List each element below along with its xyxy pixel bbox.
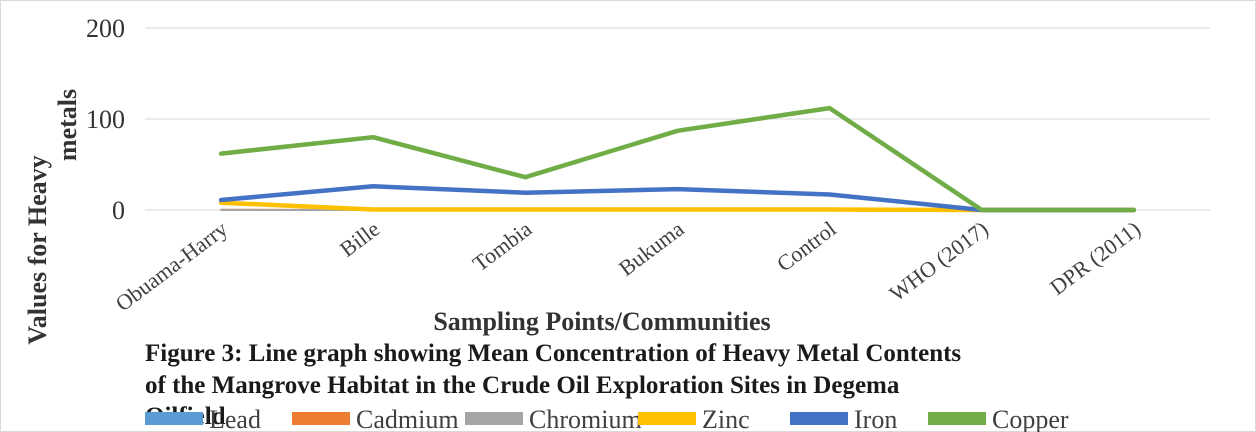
legend-label-zinc: Zinc: [702, 405, 750, 432]
series-line-copper: [218, 105, 1137, 213]
y-axis-ticks: 0 100 200: [86, 14, 125, 225]
y-tick-label: 0: [112, 196, 125, 225]
x-tick-label: Tombia: [468, 216, 537, 276]
x-axis-ticks: Obuama-Harry Bille Tombia Bukuma Control WHO …: [111, 216, 1145, 316]
x-axis-label: Sampling Points/Communities: [433, 307, 770, 336]
x-tick-label: WHO (2017): [885, 216, 993, 306]
legend-label-lead: Lead: [209, 405, 261, 432]
y-axis-label-line2: metals: [53, 89, 82, 161]
legend-label-chromium: Chromium: [529, 405, 642, 432]
x-tick-label: Bukuma: [614, 216, 689, 281]
y-tick-label: 200: [86, 14, 125, 43]
legend: Lead Cadmium Chromium Zinc Iron Copper: [145, 405, 1069, 432]
x-tick-label: Bille: [335, 216, 384, 262]
legend-swatch-iron: [790, 412, 848, 425]
figure-caption-line2: of the Mangrove Habitat in the Crude Oil…: [145, 372, 900, 399]
legend-swatch-cadmium: [292, 412, 350, 425]
legend-swatch-lead: [145, 412, 203, 425]
x-tick-label: DPR (2011): [1045, 216, 1145, 300]
legend-label-cadmium: Cadmium: [356, 405, 459, 432]
series-lines: [218, 105, 1137, 213]
legend-swatch-chromium: [465, 412, 523, 425]
gridlines: [145, 27, 1210, 211]
x-tick-label: Control: [772, 216, 841, 276]
figure-caption-line1: Figure 3: Line graph showing Mean Concen…: [145, 340, 961, 367]
legend-swatch-zinc: [638, 412, 696, 425]
x-tick-label: Obuama-Harry: [111, 216, 232, 316]
legend-swatch-copper: [928, 412, 986, 425]
y-axis-label-line1: Values for Heavy: [23, 155, 52, 344]
y-tick-label: 100: [86, 105, 125, 134]
series-line-iron: [218, 184, 1137, 213]
legend-label-copper: Copper: [992, 405, 1069, 432]
legend-label-iron: Iron: [854, 405, 897, 432]
